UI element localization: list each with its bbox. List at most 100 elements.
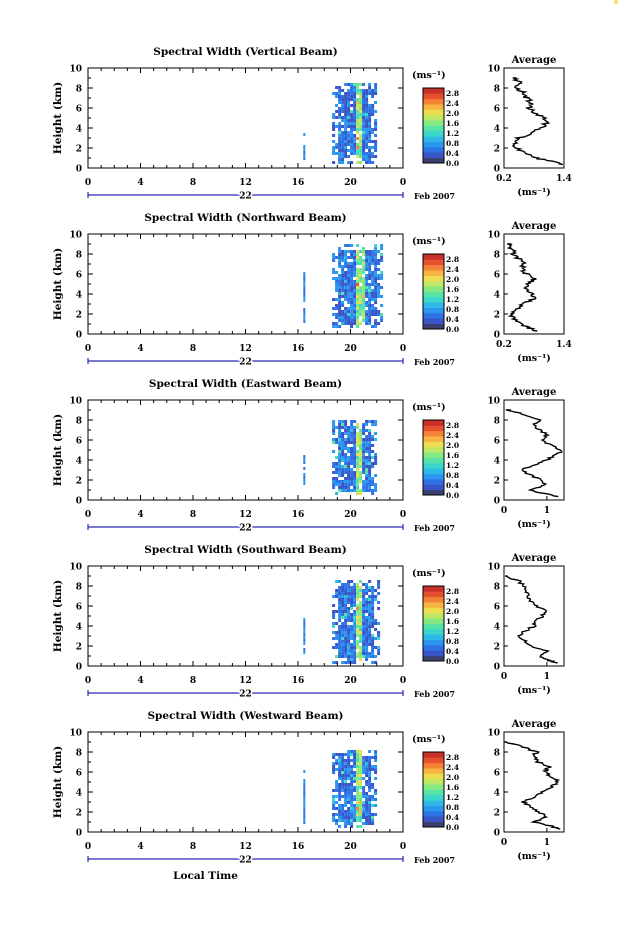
- echo-cell: [350, 286, 354, 289]
- echo-cell: [365, 486, 369, 489]
- echo-cell: [341, 613, 345, 616]
- y-tick-label: 10: [69, 563, 82, 573]
- echo-cell: [341, 601, 345, 604]
- echo-cell: [353, 640, 357, 643]
- echo-cell: [356, 780, 360, 783]
- echo-cell: [362, 125, 366, 128]
- echo-cell: [362, 271, 366, 274]
- echo-cell: [365, 637, 369, 640]
- echo-cell: [347, 459, 351, 462]
- echo-cell: [341, 583, 345, 586]
- echo-cells: [303, 244, 384, 328]
- echo-cell: [362, 107, 366, 110]
- echo-cell: [365, 140, 369, 143]
- echo-cell: [341, 98, 345, 101]
- echo-cell: [365, 604, 369, 607]
- echo-cell: [377, 259, 381, 262]
- echo-cells: [303, 750, 378, 828]
- echo-cell: [341, 468, 345, 471]
- colorbar-tick-label: 0.8: [446, 803, 459, 812]
- echo-cell: [365, 589, 369, 592]
- echo-cell: [347, 307, 351, 310]
- echo-cell: [350, 92, 354, 95]
- echo-cell: [350, 131, 354, 134]
- echo-cell: [365, 792, 369, 795]
- echo-cell: [356, 477, 360, 480]
- echo-cell: [374, 622, 378, 625]
- echo-cell: [347, 292, 351, 295]
- echo-cell: [365, 628, 369, 631]
- echo-cell: [359, 595, 363, 598]
- echo-cell: [350, 646, 354, 649]
- colorbar-segment: [423, 623, 444, 630]
- echo-cell: [374, 134, 378, 137]
- echo-cell: [365, 774, 369, 777]
- echo-cell: [338, 628, 342, 631]
- echo-cell: [356, 110, 360, 113]
- echo-cell: [341, 762, 345, 765]
- echo-cell: [344, 649, 348, 652]
- echo-cell: [353, 759, 357, 762]
- echo-cell: [344, 604, 348, 607]
- y-tick-label: 0: [76, 165, 82, 175]
- echo-cell: [341, 125, 345, 128]
- echo-cell: [338, 432, 342, 435]
- echo-cell: [359, 280, 363, 283]
- echo-cell: [365, 807, 369, 810]
- echo-cell: [332, 298, 336, 301]
- echo-cell: [374, 143, 378, 146]
- echo-cell: [353, 643, 357, 646]
- echo-cell: [371, 483, 375, 486]
- avg-y-tick-label: 10: [487, 65, 500, 75]
- echo-cell: [338, 298, 342, 301]
- echo-cell: [359, 146, 363, 149]
- echo-cell: [338, 450, 342, 453]
- echo-cell: [350, 649, 354, 652]
- echo-cell: [362, 128, 366, 131]
- colorbar-segment: [423, 436, 444, 442]
- echo-cell: [350, 607, 354, 610]
- echo-cell: [359, 750, 363, 753]
- average-title: Average: [511, 55, 557, 66]
- echo-cell: [365, 616, 369, 619]
- echo-cell: [353, 137, 357, 140]
- echo-cell: [365, 468, 369, 471]
- echo-cell: [347, 762, 351, 765]
- echo-cell: [356, 768, 360, 771]
- echo-cell: [356, 486, 360, 489]
- echo-cell: [341, 274, 345, 277]
- echo-cell: [344, 98, 348, 101]
- echo-cell: [371, 140, 375, 143]
- echo-cell: [344, 655, 348, 658]
- echo-cell: [368, 586, 372, 589]
- colorbar-segment: [423, 152, 444, 159]
- echo-cell: [353, 283, 357, 286]
- colorbar-segment: [423, 146, 444, 153]
- echo-cell: [365, 116, 369, 119]
- echo-cell: [353, 583, 357, 586]
- echo-cell: [353, 477, 357, 480]
- echo-cell: [356, 268, 360, 271]
- day-label: 22: [239, 856, 252, 866]
- echo-cell: [350, 277, 354, 280]
- echo-cell: [344, 786, 348, 789]
- echo-cell: [371, 465, 375, 468]
- echo-cell: [353, 625, 357, 628]
- echo-cell: [356, 592, 360, 595]
- echo-cell: [303, 791, 306, 794]
- echo-cell: [341, 456, 345, 459]
- echo-cell: [353, 762, 357, 765]
- echo-cell: [344, 140, 348, 143]
- echo-cell: [335, 462, 339, 465]
- echo-cell: [344, 622, 348, 625]
- echo-cell: [368, 438, 372, 441]
- echo-cell: [353, 104, 357, 107]
- echo-cell: [362, 646, 366, 649]
- echo-cell: [344, 125, 348, 128]
- echo-cell: [341, 104, 345, 107]
- echo-cell: [371, 586, 375, 589]
- echo-cell: [335, 456, 339, 459]
- colorbar-segment: [423, 425, 444, 432]
- echo-cell: [353, 649, 357, 652]
- echo-cell: [356, 750, 360, 753]
